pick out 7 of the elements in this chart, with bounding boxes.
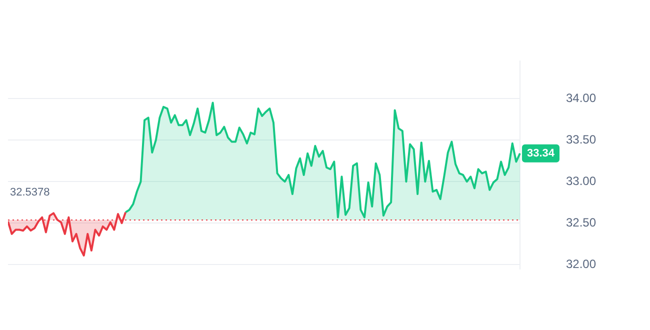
y-tick-label: 32.00 <box>566 256 596 271</box>
y-tick-label: 33.00 <box>566 174 596 188</box>
text: 33.34 <box>526 147 556 160</box>
y-tick-label: 32.50 <box>566 215 596 230</box>
y-tick-label: 33.50 <box>566 132 596 146</box>
y-tick-label: 34.00 <box>566 90 596 105</box>
ref-line-label: 32.5378 <box>10 186 50 199</box>
